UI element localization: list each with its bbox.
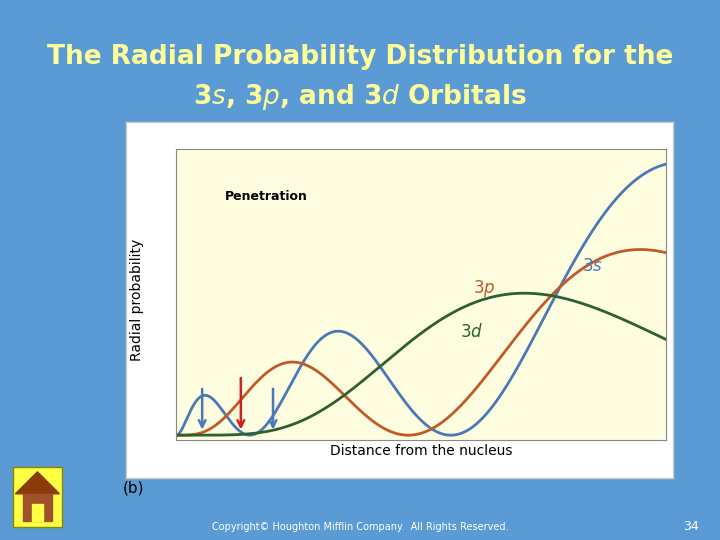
Bar: [32, 504, 43, 521]
Text: 34: 34: [683, 520, 698, 534]
X-axis label: Distance from the nucleus: Distance from the nucleus: [330, 444, 513, 458]
Text: Radial probability: Radial probability: [130, 239, 144, 361]
Text: $3p$: $3p$: [473, 278, 495, 299]
Text: $3s$: $3s$: [582, 258, 603, 275]
Text: 3$s$, 3$p$, and 3$d$ Orbitals: 3$s$, 3$p$, and 3$d$ Orbitals: [193, 82, 527, 112]
Text: The Radial Probability Distribution for the: The Radial Probability Distribution for …: [47, 44, 673, 70]
Polygon shape: [15, 472, 60, 494]
Text: Copyright© Houghton Mifflin Company.  All Rights Reserved.: Copyright© Houghton Mifflin Company. All…: [212, 522, 508, 532]
Text: (b): (b): [122, 481, 144, 496]
Text: $3d$: $3d$: [460, 323, 483, 341]
Text: Penetration: Penetration: [225, 191, 308, 204]
Bar: [23, 494, 52, 521]
